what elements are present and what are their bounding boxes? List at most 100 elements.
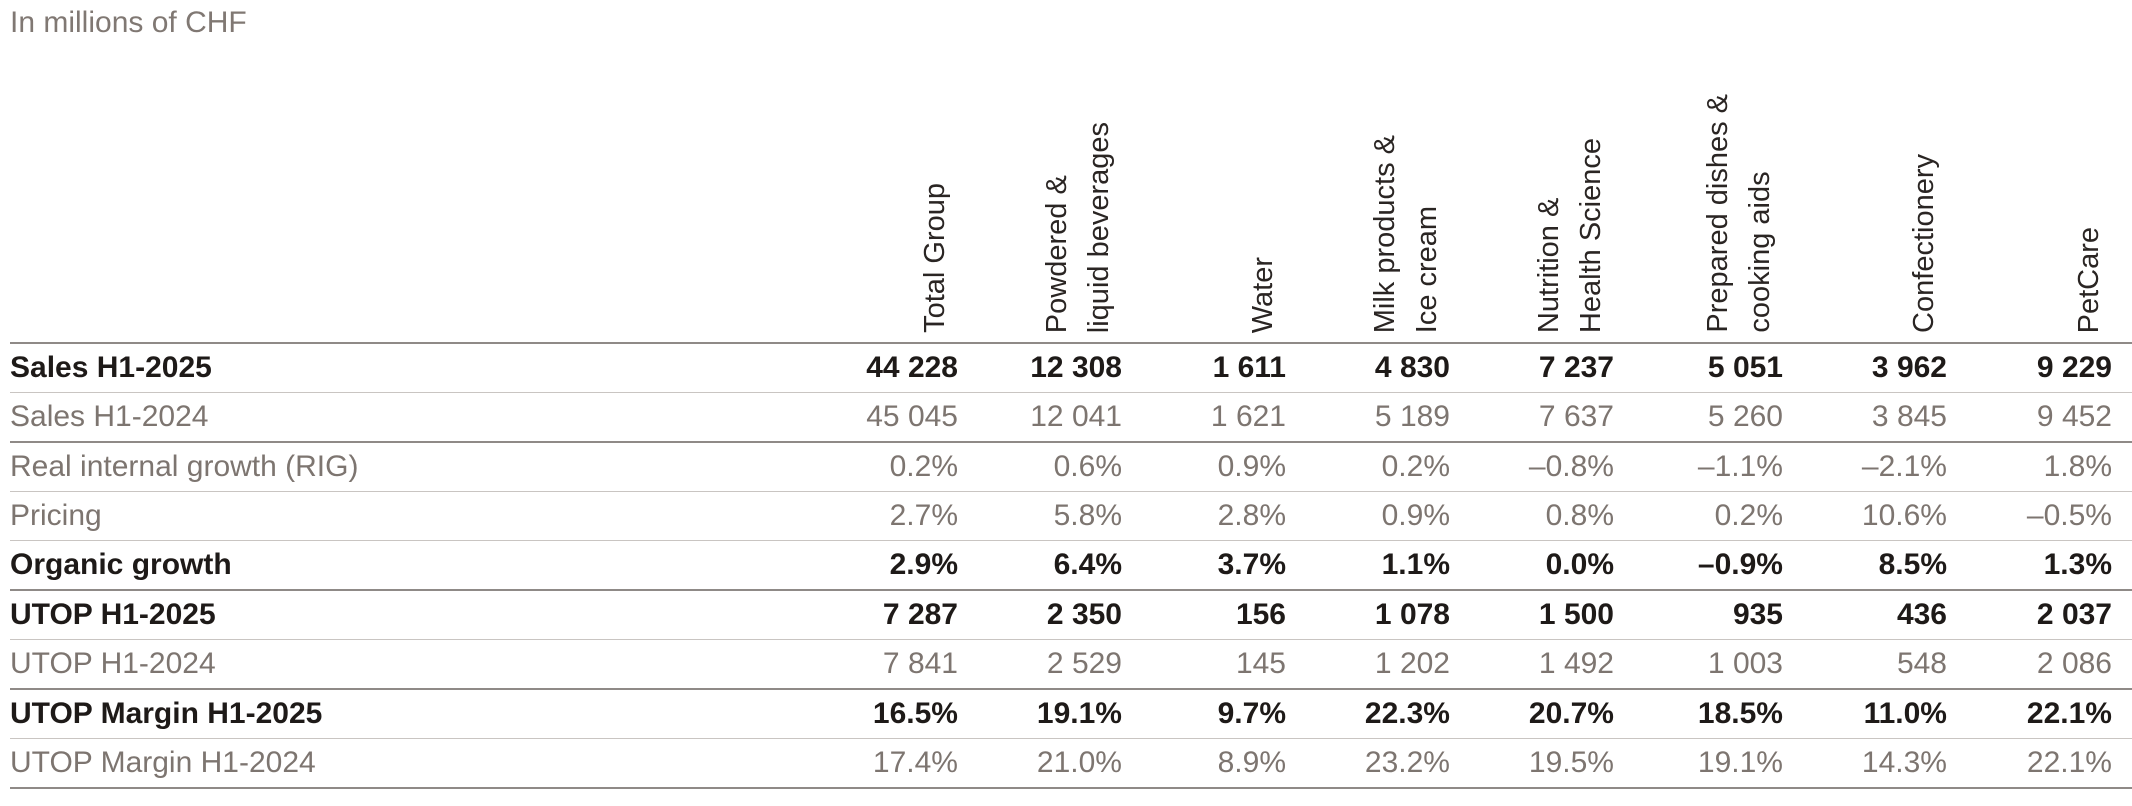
column-header-text: Water: [1242, 257, 1284, 333]
column-header: Total Group: [836, 60, 956, 337]
row-spacer: [2112, 491, 2132, 541]
row-spacer: [2112, 540, 2132, 591]
table-cell: 9 452: [1947, 392, 2112, 443]
column-header-text: Powdered & liquid beverages: [1036, 122, 1120, 333]
table-cell: 2 350: [958, 590, 1122, 640]
table-cell: 5 189: [1286, 392, 1450, 443]
row-spacer: [2112, 442, 2132, 492]
table-row: UTOP Margin H1-2025 16.5% 19.1% 9.7% 22.3% 20…: [10, 689, 2132, 739]
table-cell: 1.3%: [1947, 540, 2112, 591]
table-cell: 548: [1783, 639, 1947, 690]
table-cell: 1 078: [1286, 590, 1450, 640]
table-cell: –0.9%: [1614, 540, 1783, 591]
table-cell: 3 962: [1783, 342, 1947, 393]
table-cell: 1 202: [1286, 639, 1450, 690]
table-cell: 3 845: [1783, 392, 1947, 443]
table-cell: 935: [1614, 590, 1783, 640]
row-spacer: [2112, 738, 2132, 789]
table-cell: 19.1%: [958, 689, 1122, 739]
column-header: Nutrition & Health Science: [1492, 60, 1612, 337]
table-cell: 19.5%: [1450, 738, 1614, 789]
table-cell: –2.1%: [1783, 442, 1947, 492]
row-spacer: [2112, 392, 2132, 443]
column-header-line: Health Science: [1575, 137, 1607, 333]
row-label: Sales H1-2024: [10, 392, 458, 443]
table-cell: 16.5%: [458, 689, 958, 739]
column-header-text: Prepared dishes & cooking aids: [1697, 94, 1781, 333]
table-row: UTOP H1-2025 7 287 2 350 156 1 078 1 500 935 43…: [10, 590, 2132, 640]
table-cell: 1 621: [1122, 392, 1286, 443]
table-cell: 0.2%: [1614, 491, 1783, 541]
column-header-line: Total Group: [919, 183, 951, 333]
table-cell: 6.4%: [958, 540, 1122, 591]
table-cell: 2 037: [1947, 590, 2112, 640]
table-caption: In millions of CHF: [10, 6, 247, 39]
row-spacer: [2112, 342, 2132, 393]
column-header-line: Prepared dishes &: [1702, 94, 1734, 333]
column-header-line: Confectionery: [1908, 154, 1940, 333]
table-cell: 1 003: [1614, 639, 1783, 690]
row-label: Pricing: [10, 491, 458, 541]
column-header-line: Water: [1247, 256, 1279, 333]
table-cell: 19.1%: [1614, 738, 1783, 789]
table-cell: 22.3%: [1286, 689, 1450, 739]
table-cell: –1.1%: [1614, 442, 1783, 492]
table-cell: 10.6%: [1783, 491, 1947, 541]
table-cell: 156: [1122, 590, 1286, 640]
table-cell: 2 086: [1947, 639, 2112, 690]
table-cell: –0.8%: [1450, 442, 1614, 492]
table-cell: 7 637: [1450, 392, 1614, 443]
table-cell: 145: [1122, 639, 1286, 690]
table-cell: 1 611: [1122, 342, 1286, 393]
segment-table: Sales H1-2025 44 228 12 308 1 611 4 830 7 237…: [10, 342, 2132, 789]
column-header: Prepared dishes & cooking aids: [1661, 60, 1781, 337]
column-header-line: Milk products &: [1369, 134, 1401, 333]
table-cell: 12 041: [958, 392, 1122, 443]
table-row: Real internal growth (RIG) 0.2% 0.6% 0.9% 0.…: [10, 442, 2132, 492]
table-cell: 7 237: [1450, 342, 1614, 393]
table-cell: 21.0%: [958, 738, 1122, 789]
row-label: UTOP Margin H1-2024: [10, 738, 458, 789]
table-cell: 14.3%: [1783, 738, 1947, 789]
table-cell: 8.9%: [1122, 738, 1286, 789]
table-cell: 2 529: [958, 639, 1122, 690]
table-cell: 5.8%: [958, 491, 1122, 541]
row-label: Organic growth: [10, 540, 458, 591]
table-cell: 22.1%: [1947, 689, 2112, 739]
row-spacer: [2112, 639, 2132, 690]
table-cell: 436: [1783, 590, 1947, 640]
table-cell: 44 228: [458, 342, 958, 393]
column-header-text: Confectionery: [1903, 154, 1945, 333]
column-header: PetCare: [1990, 60, 2110, 337]
table-cell: 5 260: [1614, 392, 1783, 443]
table-cell: 7 287: [458, 590, 958, 640]
table-cell: 17.4%: [458, 738, 958, 789]
table-cell: 0.9%: [1122, 442, 1286, 492]
column-header-text: Total Group: [914, 183, 956, 333]
column-header: Milk products & Ice cream: [1328, 60, 1448, 337]
table-cell: 45 045: [458, 392, 958, 443]
column-header-text: PetCare: [2068, 227, 2110, 333]
table-cell: 0.2%: [458, 442, 958, 492]
table-row: Sales H1-2024 45 045 12 041 1 621 5 189 7 637…: [10, 392, 2132, 443]
table-cell: 8.5%: [1783, 540, 1947, 591]
table-cell: 4 830: [1286, 342, 1450, 393]
row-spacer: [2112, 590, 2132, 640]
column-header: Confectionery: [1825, 60, 1945, 337]
table-cell: 1 500: [1450, 590, 1614, 640]
table-row: Pricing 2.7% 5.8% 2.8% 0.9% 0.8% 0.2% 10.6% –0.5…: [10, 491, 2132, 541]
row-label: UTOP H1-2024: [10, 639, 458, 690]
table-row: UTOP H1-2024 7 841 2 529 145 1 202 1 492 1 003…: [10, 639, 2132, 690]
table-cell: 1 492: [1450, 639, 1614, 690]
table-cell: 0.6%: [958, 442, 1122, 492]
row-label: UTOP Margin H1-2025: [10, 689, 458, 739]
table-cell: 22.1%: [1947, 738, 2112, 789]
table-cell: 9 229: [1947, 342, 2112, 393]
column-header-text: Milk products & Ice cream: [1364, 135, 1448, 333]
row-label: Real internal growth (RIG): [10, 442, 458, 492]
column-header-line: liquid beverages: [1083, 121, 1115, 333]
table-cell: 5 051: [1614, 342, 1783, 393]
row-label: Sales H1-2025: [10, 342, 458, 393]
table-cell: 20.7%: [1450, 689, 1614, 739]
column-header: Powdered & liquid beverages: [1000, 60, 1120, 337]
